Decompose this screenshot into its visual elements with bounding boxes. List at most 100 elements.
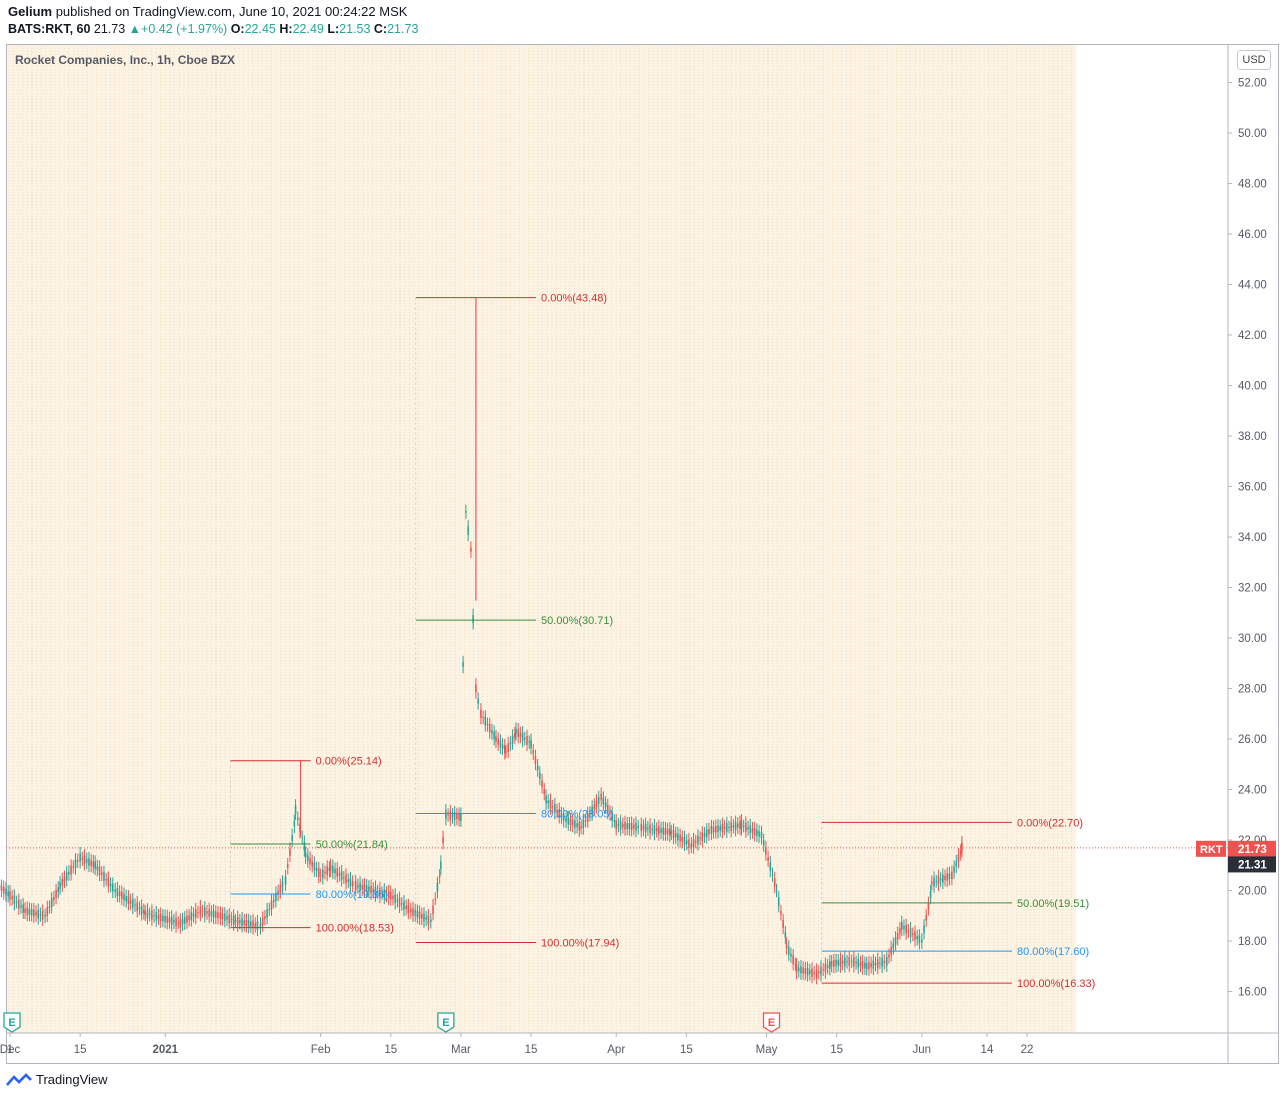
candle-body — [758, 831, 760, 837]
y-tick-label: 16.00 — [1238, 987, 1267, 999]
candle-body — [850, 960, 853, 962]
candle-body — [865, 963, 868, 970]
candle-body — [637, 826, 640, 829]
author-name[interactable]: Gelium — [8, 4, 53, 19]
candle-body — [929, 891, 932, 898]
candle-body — [769, 862, 772, 871]
candle-body — [685, 840, 688, 844]
candle-body — [613, 820, 616, 822]
candle-body — [109, 883, 112, 887]
last-price: 21.73 — [93, 22, 126, 36]
candle-body — [493, 731, 495, 740]
candle-body — [870, 963, 872, 968]
candle-body — [389, 891, 392, 900]
candle-body — [841, 960, 844, 964]
candle-body — [942, 874, 944, 883]
candle-body — [304, 852, 307, 858]
candle-body — [609, 811, 611, 815]
candle-body — [70, 865, 72, 875]
tradingview-logo-icon — [6, 1072, 32, 1086]
candle-body — [730, 822, 732, 832]
candle-body — [451, 814, 454, 818]
candle-body — [517, 729, 520, 738]
candle-body — [392, 895, 394, 899]
candle-body — [370, 886, 372, 894]
earnings-marker-icon[interactable] — [3, 1012, 21, 1033]
candle-body — [519, 733, 522, 737]
y-tick-label: 26.00 — [1238, 734, 1267, 746]
candle-body — [2, 886, 5, 894]
candle-body — [726, 823, 728, 832]
candle-body — [740, 820, 743, 830]
candle-body — [524, 737, 526, 740]
candle-body — [183, 917, 186, 924]
candle-body — [383, 889, 386, 898]
candle-body — [511, 735, 514, 744]
candle-body — [275, 892, 277, 902]
candle-body — [586, 812, 589, 822]
candle-body — [398, 897, 401, 907]
candle-body — [782, 919, 784, 928]
y-tick-label: 24.00 — [1238, 785, 1267, 797]
candle-body — [123, 893, 125, 901]
candle-body — [681, 836, 684, 843]
candle-body — [299, 823, 301, 833]
candle-body — [719, 826, 721, 831]
candle-body — [192, 913, 195, 917]
candle-body — [217, 912, 219, 918]
candle-body — [710, 826, 713, 834]
candle-body — [343, 877, 345, 879]
candle-body — [617, 824, 620, 826]
candle-body — [286, 864, 289, 869]
candle-body — [820, 966, 822, 976]
candle-body — [48, 906, 51, 908]
candle-body — [501, 744, 504, 749]
candle-body — [129, 900, 132, 904]
candle-body — [486, 723, 489, 726]
candle-body — [844, 957, 846, 967]
candle-body — [403, 901, 405, 910]
earnings-marker-icon[interactable] — [762, 1012, 781, 1033]
candle-body — [334, 868, 336, 874]
candle-body — [633, 824, 635, 829]
candle-body — [436, 883, 439, 892]
candle-body — [85, 859, 88, 863]
ohlc-line: BATS:RKT, 60 21.73 ▲+0.42 (+1.97%) O:22.… — [8, 22, 418, 36]
candle-body — [351, 881, 354, 887]
y-tick-label: 36.00 — [1238, 482, 1267, 494]
candle-body — [281, 881, 284, 888]
candle-body — [480, 709, 482, 719]
candle-body — [957, 854, 960, 862]
y-tick-label: 44.00 — [1238, 280, 1267, 292]
candle-body — [916, 935, 918, 940]
candle-body — [813, 972, 815, 975]
candle-body — [132, 899, 134, 908]
candle-body — [790, 953, 792, 957]
candle-body — [175, 917, 177, 927]
candle-body — [745, 822, 747, 832]
candle-body — [250, 921, 252, 927]
candle-body — [385, 892, 388, 896]
high-value: 22.49 — [292, 22, 324, 36]
candle-body — [44, 914, 46, 917]
candle-body — [567, 817, 570, 825]
candle-body — [245, 919, 248, 927]
y-tick-label: 32.00 — [1238, 583, 1267, 595]
currency-button[interactable]: USD — [1237, 50, 1271, 70]
candle-body — [703, 833, 706, 837]
candle-body — [173, 920, 175, 923]
candle-body — [532, 750, 535, 754]
candle-body — [925, 915, 928, 921]
candle-body — [670, 831, 673, 834]
earnings-marker-icon[interactable] — [437, 1012, 455, 1033]
candle-body — [939, 878, 942, 881]
candle-body — [857, 959, 860, 968]
candle-body — [387, 891, 390, 899]
candle-body — [868, 962, 870, 970]
footer-brand[interactable]: TradingView — [6, 1072, 108, 1087]
candle-body — [35, 911, 37, 916]
candle-body — [247, 920, 250, 927]
candle-body — [412, 907, 414, 916]
candle-body — [127, 896, 130, 905]
